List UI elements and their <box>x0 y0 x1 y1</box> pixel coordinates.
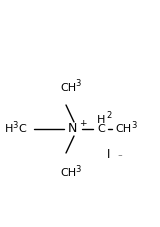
Text: +: + <box>79 119 87 128</box>
Text: CH: CH <box>60 83 76 93</box>
Text: CH: CH <box>60 168 76 178</box>
Text: ⁻: ⁻ <box>117 153 122 163</box>
Text: CH: CH <box>115 124 131 134</box>
Text: 3: 3 <box>75 165 80 173</box>
Text: 3: 3 <box>12 121 17 129</box>
Text: 3: 3 <box>75 79 80 89</box>
Text: H: H <box>97 115 105 125</box>
Text: 3: 3 <box>131 121 136 129</box>
Text: 2: 2 <box>106 111 111 121</box>
Text: N: N <box>68 123 77 136</box>
Text: H: H <box>5 124 13 134</box>
Text: C: C <box>97 124 105 134</box>
Text: I: I <box>107 148 110 161</box>
Text: C: C <box>18 124 26 134</box>
